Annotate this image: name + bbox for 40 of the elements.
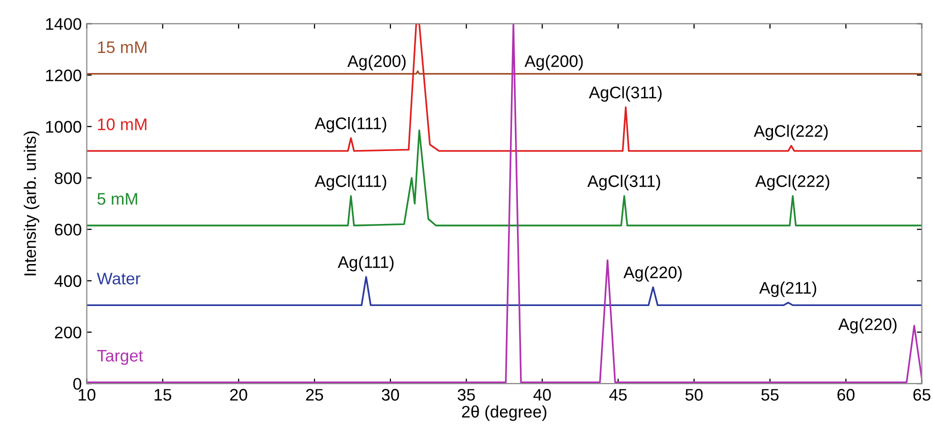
- annotation: AgCl(222): [754, 124, 828, 140]
- y-axis-title: Intensity (arb. units): [24, 132, 40, 276]
- annotation: Ag(111): [338, 256, 394, 272]
- y-tick-label: 1200: [46, 70, 82, 82]
- annotation: AgCl(111): [314, 174, 386, 190]
- x-tick-label: 45: [609, 389, 627, 401]
- x-tick-label: 55: [761, 389, 779, 401]
- y-tick-label: 0: [73, 378, 82, 390]
- y-tick-label: 400: [54, 275, 82, 287]
- annotation: AgCl(111): [314, 117, 386, 133]
- series-label: 15 mM: [98, 41, 146, 54]
- x-tick-label: 65: [913, 388, 930, 401]
- annotation: AgCl(222): [755, 174, 830, 190]
- x-tick-label: 50: [685, 388, 703, 401]
- annotation: AgCl(311): [587, 174, 660, 190]
- y-tick-label: 1400: [46, 18, 82, 30]
- line-series: [86, 24, 922, 384]
- x-tick-label: 35: [458, 388, 475, 401]
- x-axis-title: 2θ (degree): [462, 405, 546, 421]
- series-label: 5 mM: [97, 193, 138, 205]
- annotation: Ag(220): [623, 266, 682, 282]
- annotation: Ag(200): [524, 54, 583, 70]
- series-label: Water: [96, 272, 140, 284]
- annotation: Ag(200): [347, 54, 406, 70]
- series-label: Target: [97, 350, 143, 365]
- y-tick-label: 1000: [46, 120, 82, 133]
- x-tick-label: 60: [837, 388, 855, 401]
- annotation: Ag(211): [759, 282, 816, 298]
- x-tick-label: 30: [382, 388, 400, 401]
- x-tick-label: 25: [306, 388, 324, 401]
- annotation: Ag(220): [838, 318, 897, 334]
- x-tick-label: 10: [78, 388, 96, 401]
- series-label: 10 mM: [98, 118, 146, 130]
- y-tick-label: 200: [54, 326, 82, 338]
- y-tick-label: 600: [54, 224, 82, 236]
- x-tick-label: 15: [154, 389, 172, 401]
- y-tick-label: 800: [54, 172, 82, 184]
- annotation: AgCl(311): [588, 86, 662, 102]
- x-tick-label: 40: [533, 388, 551, 401]
- x-tick-label: 20: [230, 388, 248, 401]
